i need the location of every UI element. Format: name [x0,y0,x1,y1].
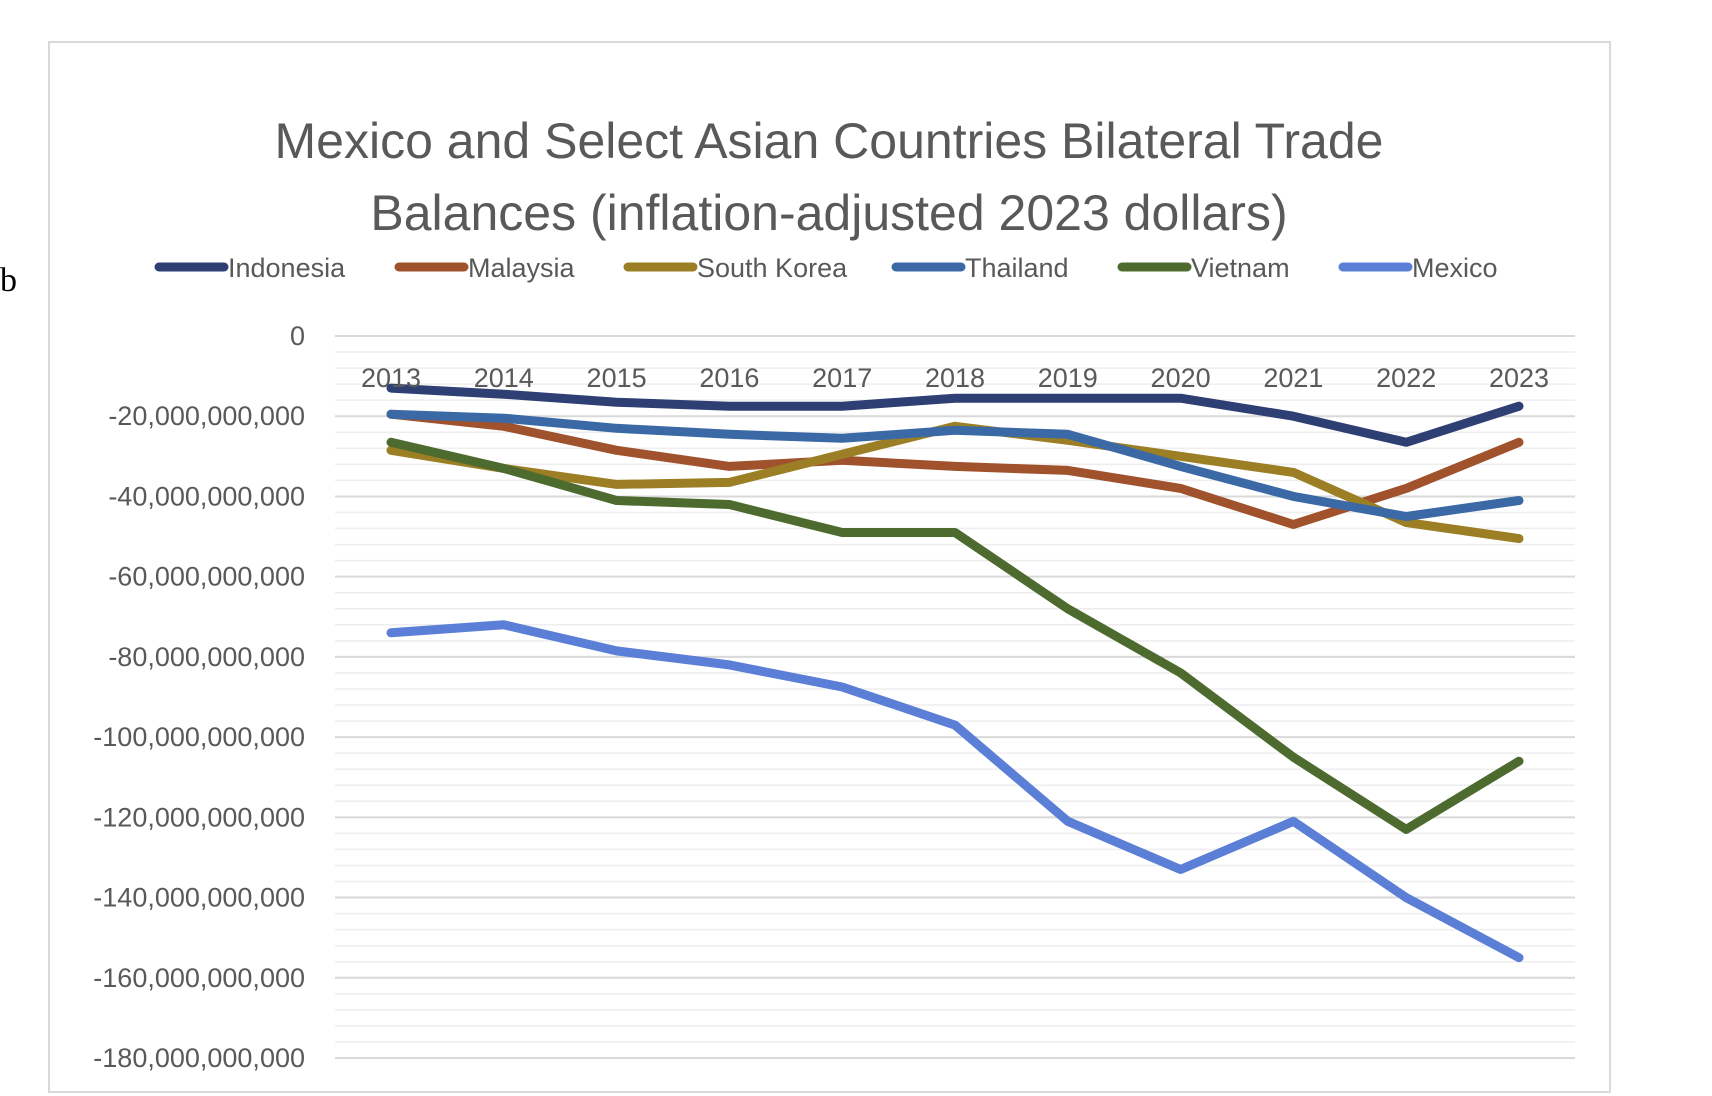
y-tick-label: -80,000,000,000 [108,642,305,672]
y-tick-label: -120,000,000,000 [93,802,305,832]
y-tick-label: -60,000,000,000 [108,562,305,592]
series-line-thailand [386,409,1524,521]
y-tick-label: 0 [290,321,305,351]
x-tick-label: 2018 [925,363,985,393]
x-tick-label: 2019 [1038,363,1098,393]
y-tick-label: -40,000,000,000 [108,481,305,511]
y-tick-label: -160,000,000,000 [93,963,305,993]
chart-title-line-1: Mexico and Select Asian Countries Bilate… [275,113,1384,169]
series-lines [386,383,1524,963]
series-line-indonesia [386,383,1524,447]
x-tick-label: 2013 [361,363,421,393]
x-axis-ticks: 2013 2014 2015 2016 2017 2018 2019 2020 2021 2022… [361,363,1549,393]
series-line-malaysia [386,409,1524,529]
legend-label-malaysia: Malaysia [468,253,576,283]
legend: Indonesia Malaysia South Korea Thailand Viet… [154,253,1498,283]
y-axis-ticks: 0 -20,000,000,000 -40,000,000,000 -60,000,0… [93,321,305,1073]
legend-label-vietnam: Vietnam [1191,253,1290,283]
legend-label-mexico: Mexico [1412,253,1498,283]
x-tick-label: 2015 [587,363,647,393]
y-tick-label: -140,000,000,000 [93,883,305,913]
x-tick-label: 2021 [1263,363,1323,393]
x-tick-label: 2017 [812,363,872,393]
edge-glyph: b [0,262,17,299]
x-tick-label: 2023 [1489,363,1549,393]
series-line-mexico [386,620,1524,963]
line-chart: 0 -20,000,000,000 -40,000,000,000 -60,000,0… [93,113,1575,1073]
y-tick-label: -100,000,000,000 [93,722,305,752]
y-tick-label: -20,000,000,000 [108,401,305,431]
series-line-vietnam [386,437,1524,834]
chart-frame: 0 -20,000,000,000 -40,000,000,000 -60,000,0… [48,41,1611,1093]
x-tick-label: 2022 [1376,363,1436,393]
x-tick-label: 2016 [699,363,759,393]
y-tick-label: -180,000,000,000 [93,1043,305,1073]
legend-label-south-korea: South Korea [697,253,848,283]
x-tick-label: 2020 [1151,363,1211,393]
legend-label-thailand: Thailand [965,253,1069,283]
legend-label-indonesia: Indonesia [228,253,346,283]
x-tick-label: 2014 [474,363,534,393]
chart-title-line-2: Balances (inflation-adjusted 2023 dollar… [370,185,1287,241]
grid-lines [335,335,1575,1059]
